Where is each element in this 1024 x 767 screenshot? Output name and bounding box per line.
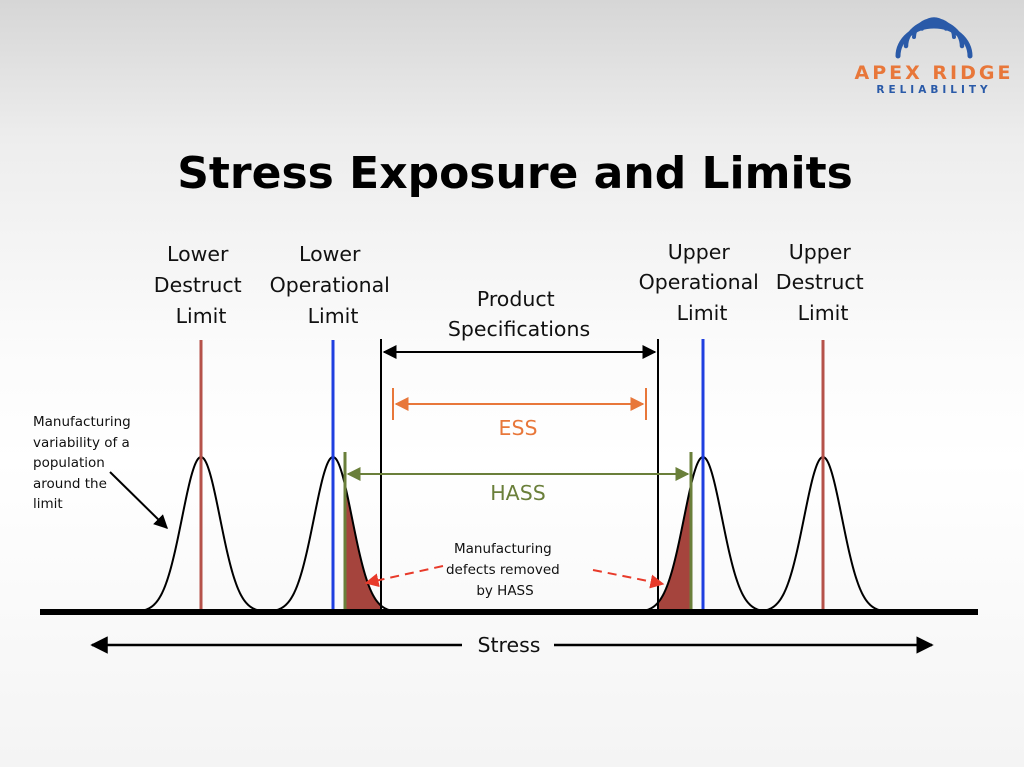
logo-tagline: RELIABILITY bbox=[876, 84, 991, 96]
defect-region-right bbox=[658, 485, 691, 612]
lower-operational-label: Lower Operational Limit bbox=[270, 242, 397, 328]
logo-name: APEX RIDGE bbox=[855, 62, 1014, 84]
product-specifications-label: Product Specifications bbox=[448, 287, 590, 341]
ess-label: ESS bbox=[499, 416, 538, 440]
stress-axis: Stress bbox=[90, 633, 934, 657]
defect-arrow-right bbox=[592, 569, 665, 589]
logo: APEX RIDGE RELIABILITY bbox=[855, 17, 1014, 96]
hass-label: HASS bbox=[490, 481, 545, 505]
stress-axis-label: Stress bbox=[477, 633, 540, 657]
ess-range: ESS bbox=[392, 388, 647, 440]
defects-annotation: Manufacturing defects removed by HASS bbox=[364, 541, 665, 599]
page-title: Stress Exposure and Limits bbox=[177, 148, 853, 199]
upper-destruct-label: Upper Destruct Limit bbox=[776, 240, 870, 325]
lower-destruct-label: Lower Destruct Limit bbox=[154, 242, 248, 328]
upper-operational-label: Upper Operational Limit bbox=[639, 240, 766, 325]
defects-annotation-text: Manufacturing defects removed by HASS bbox=[446, 541, 564, 599]
variability-annotation-text: Manufacturing variability of a populatio… bbox=[33, 414, 135, 512]
hass-range: HASS bbox=[346, 467, 690, 505]
variability-arrow bbox=[109, 471, 168, 529]
defect-arrow-left bbox=[364, 565, 444, 588]
dome-arcs-icon bbox=[895, 17, 973, 59]
variability-annotation: Manufacturing variability of a populatio… bbox=[33, 414, 168, 529]
defect-region-left bbox=[345, 485, 381, 612]
baseline bbox=[40, 609, 978, 615]
